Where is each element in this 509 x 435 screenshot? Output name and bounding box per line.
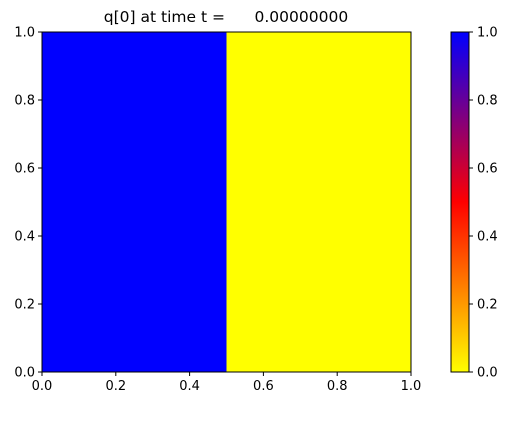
x-tick-label: 0.6 (253, 379, 274, 394)
plot-regions (42, 32, 411, 372)
y-tick-label: 0.4 (14, 230, 35, 245)
y-tick-label: 0.0 (14, 366, 35, 381)
y-tick-label: 0.6 (14, 162, 35, 177)
x-tick-label: 0.4 (179, 379, 200, 394)
y-axis: 0.0 0.2 0.4 0.6 0.8 1.0 (14, 26, 42, 381)
colorbar-tick-label: 0.4 (477, 230, 498, 245)
colorbar-tick-label: 0.0 (477, 366, 498, 381)
colorbar-tick-label: 0.6 (477, 162, 498, 177)
colorbar-axis: 0.0 0.2 0.4 0.6 0.8 1.0 (469, 26, 498, 381)
x-tick-label: 0.2 (105, 379, 126, 394)
y-tick-label: 1.0 (14, 26, 35, 41)
x-tick-label: 0.0 (32, 379, 53, 394)
heatmap-region-1 (226, 32, 411, 372)
colorbar-tick-label: 0.8 (477, 94, 498, 109)
colorbar-tick-label: 1.0 (477, 26, 498, 41)
plot-frame (41, 31, 412, 373)
chart-title: q[0] at time t = 0.00000000 (104, 8, 348, 26)
y-tick-label: 0.2 (14, 298, 35, 313)
x-tick-label: 0.8 (327, 379, 348, 394)
colorbar (450, 31, 470, 373)
x-tick-label: 1.0 (401, 379, 422, 394)
heatmap-region-0 (42, 32, 227, 372)
x-axis: 0.0 0.2 0.4 0.6 0.8 1.0 (32, 372, 422, 394)
colorbar-tick-label: 0.2 (477, 298, 498, 313)
y-tick-label: 0.8 (14, 94, 35, 109)
